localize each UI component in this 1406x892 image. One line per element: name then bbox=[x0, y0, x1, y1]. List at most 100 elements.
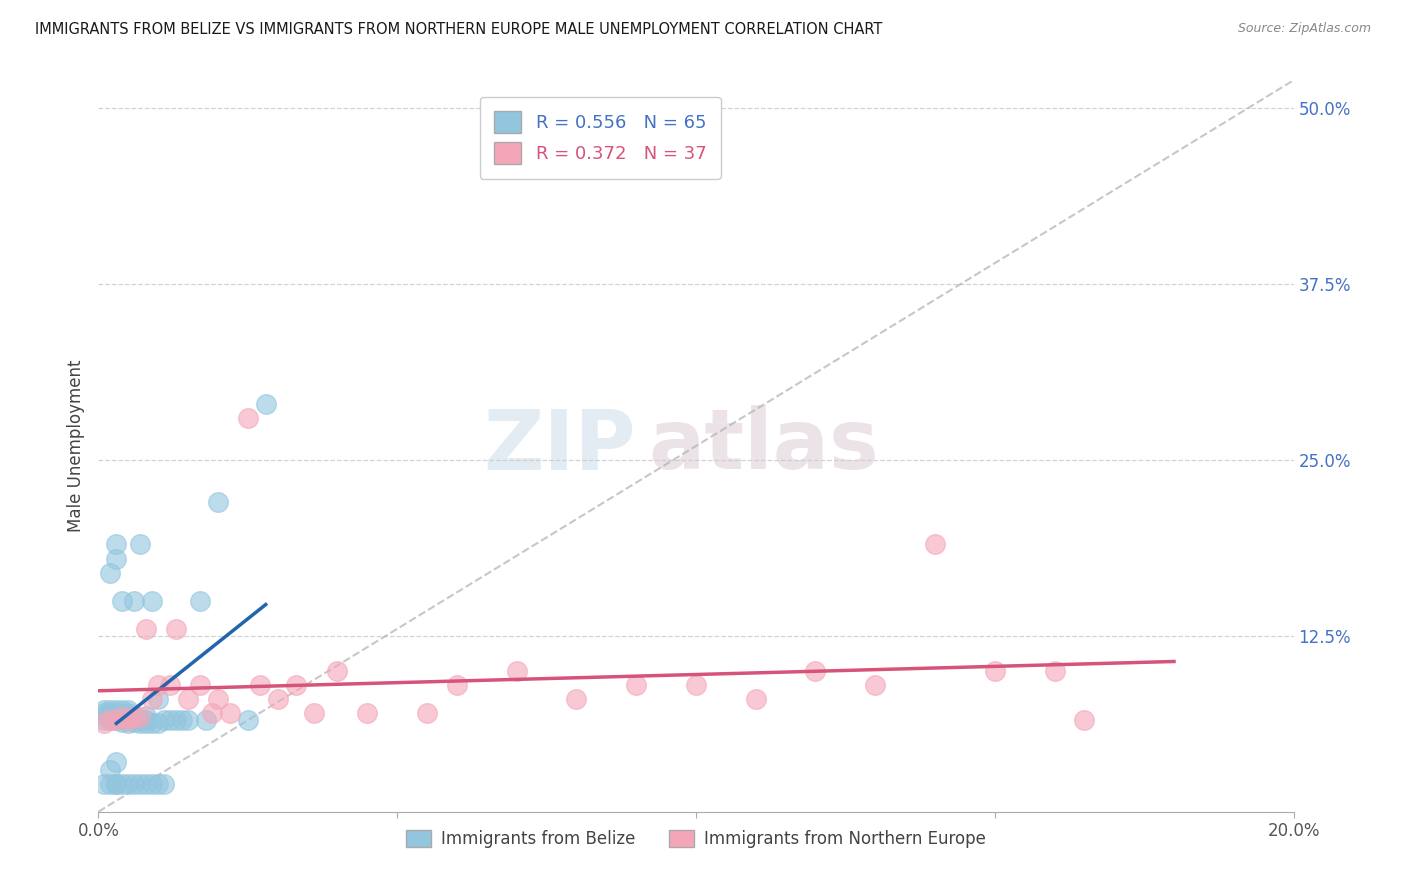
Point bbox=[326, 664, 349, 678]
Point bbox=[135, 776, 157, 790]
Point bbox=[626, 678, 648, 692]
Point bbox=[865, 678, 887, 692]
Point bbox=[172, 714, 194, 728]
Point bbox=[93, 709, 115, 723]
Point bbox=[105, 706, 128, 721]
Point bbox=[105, 714, 128, 728]
Y-axis label: Male Unemployment: Male Unemployment bbox=[66, 359, 84, 533]
Point bbox=[105, 776, 128, 790]
Point bbox=[124, 709, 146, 723]
Point bbox=[98, 710, 122, 724]
Point bbox=[135, 714, 157, 728]
Point bbox=[93, 776, 115, 790]
Point bbox=[98, 703, 122, 717]
Point bbox=[267, 692, 290, 706]
Point bbox=[105, 703, 128, 717]
Point bbox=[98, 566, 122, 580]
Point bbox=[236, 714, 259, 728]
Point bbox=[117, 706, 139, 721]
Point bbox=[93, 706, 115, 721]
Point bbox=[129, 776, 152, 790]
Point bbox=[124, 712, 146, 726]
Point bbox=[124, 710, 146, 724]
Text: atlas: atlas bbox=[648, 406, 879, 486]
Point bbox=[416, 706, 439, 721]
Point bbox=[105, 709, 128, 723]
Point bbox=[129, 716, 152, 731]
Text: ZIP: ZIP bbox=[484, 406, 637, 486]
Point bbox=[98, 763, 122, 777]
Point bbox=[188, 593, 211, 607]
Point bbox=[93, 716, 115, 731]
Point bbox=[745, 692, 768, 706]
Point bbox=[219, 706, 242, 721]
Point bbox=[93, 714, 115, 728]
Point bbox=[685, 678, 707, 692]
Point bbox=[356, 706, 378, 721]
Text: Source: ZipAtlas.com: Source: ZipAtlas.com bbox=[1237, 22, 1371, 36]
Point bbox=[165, 714, 187, 728]
Point bbox=[98, 714, 122, 728]
Text: IMMIGRANTS FROM BELIZE VS IMMIGRANTS FROM NORTHERN EUROPE MALE UNEMPLOYMENT CORR: IMMIGRANTS FROM BELIZE VS IMMIGRANTS FRO… bbox=[35, 22, 883, 37]
Point bbox=[111, 776, 134, 790]
Point bbox=[117, 716, 139, 731]
Point bbox=[804, 664, 827, 678]
Point bbox=[302, 706, 325, 721]
Point bbox=[446, 678, 468, 692]
Point bbox=[117, 709, 139, 723]
Point bbox=[153, 714, 176, 728]
Point bbox=[111, 703, 134, 717]
Point bbox=[117, 712, 139, 726]
Point bbox=[188, 678, 211, 692]
Point bbox=[207, 692, 229, 706]
Point bbox=[924, 537, 946, 551]
Point bbox=[284, 678, 307, 692]
Point bbox=[111, 710, 134, 724]
Point bbox=[98, 776, 122, 790]
Point bbox=[159, 678, 181, 692]
Point bbox=[135, 709, 157, 723]
Point bbox=[111, 709, 134, 723]
Point bbox=[141, 593, 163, 607]
Point bbox=[141, 716, 163, 731]
Point bbox=[105, 710, 128, 724]
Point bbox=[207, 495, 229, 509]
Point bbox=[129, 714, 152, 728]
Legend: Immigrants from Belize, Immigrants from Northern Europe: Immigrants from Belize, Immigrants from … bbox=[399, 823, 993, 855]
Point bbox=[111, 593, 134, 607]
Point bbox=[1043, 664, 1066, 678]
Point bbox=[249, 678, 271, 692]
Point bbox=[124, 593, 146, 607]
Point bbox=[98, 709, 122, 723]
Point bbox=[177, 692, 200, 706]
Point bbox=[984, 664, 1007, 678]
Point bbox=[565, 692, 588, 706]
Point bbox=[135, 716, 157, 731]
Point bbox=[111, 712, 134, 726]
Point bbox=[93, 703, 115, 717]
Point bbox=[148, 678, 170, 692]
Point bbox=[177, 714, 200, 728]
Point bbox=[165, 622, 187, 636]
Point bbox=[117, 703, 139, 717]
Point bbox=[111, 714, 134, 729]
Point bbox=[129, 710, 152, 724]
Point bbox=[159, 714, 181, 728]
Point bbox=[254, 397, 277, 411]
Point bbox=[153, 776, 176, 790]
Point bbox=[98, 714, 122, 728]
Point bbox=[117, 776, 139, 790]
Point bbox=[506, 664, 529, 678]
Point bbox=[201, 706, 224, 721]
Point bbox=[105, 537, 128, 551]
Point bbox=[105, 756, 128, 770]
Point bbox=[141, 776, 163, 790]
Point bbox=[98, 706, 122, 721]
Point bbox=[117, 714, 139, 728]
Point bbox=[105, 714, 128, 728]
Point bbox=[148, 776, 170, 790]
Point bbox=[124, 776, 146, 790]
Point bbox=[141, 692, 163, 706]
Point bbox=[105, 551, 128, 566]
Point bbox=[1073, 714, 1095, 728]
